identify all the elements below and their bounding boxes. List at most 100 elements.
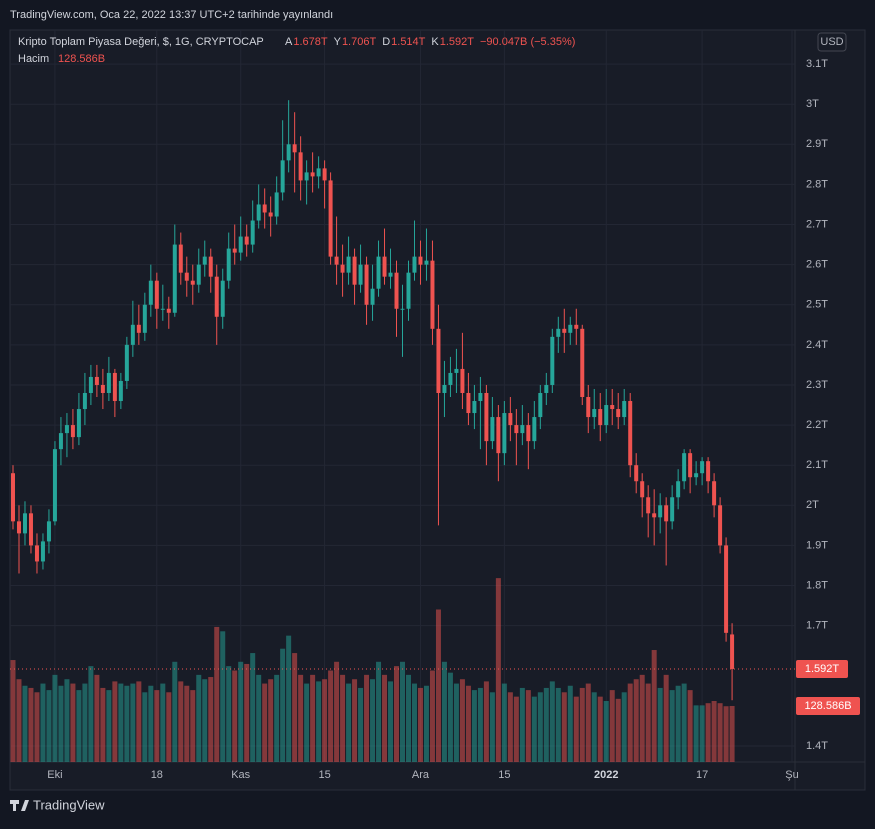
candle-body xyxy=(454,368,459,373)
candle-body xyxy=(610,405,615,410)
volume-bar xyxy=(705,703,711,762)
candle-body xyxy=(712,481,717,506)
candle-body xyxy=(28,513,33,546)
candle-body xyxy=(586,397,591,418)
last-volume-label: 128.586B xyxy=(804,700,851,712)
volume-bar xyxy=(459,679,465,762)
x-tick-label: 17 xyxy=(696,769,708,781)
currency[interactable]: USD xyxy=(820,36,843,48)
candle-body xyxy=(310,172,315,177)
volume-bar xyxy=(352,679,358,762)
candle-body xyxy=(484,392,489,442)
y-tick-label: 2.8T xyxy=(806,178,828,190)
volume-bar xyxy=(280,648,286,762)
candle-body xyxy=(688,453,693,478)
volume-bar xyxy=(483,681,489,762)
volume-bar xyxy=(471,690,477,762)
candle-body xyxy=(202,256,207,265)
volume-bar xyxy=(178,681,184,762)
volume-bar xyxy=(22,685,28,762)
volume-bar xyxy=(202,679,208,762)
candle-body xyxy=(70,425,75,438)
candle-body xyxy=(64,425,69,434)
candle-body xyxy=(448,372,453,385)
y-tick-label: 2.3T xyxy=(806,379,828,391)
currency-button[interactable] xyxy=(817,32,847,52)
candle-body xyxy=(502,413,507,454)
x-tick-label: 18 xyxy=(151,769,163,781)
volume-bar xyxy=(621,692,627,762)
volume-bar xyxy=(142,692,148,762)
volume-bar xyxy=(112,681,118,762)
volume-value: 128.586B xyxy=(58,53,105,65)
candle-body xyxy=(298,152,303,181)
volume-bar xyxy=(100,687,106,762)
candle-body xyxy=(148,280,153,305)
candle-body xyxy=(112,372,117,402)
candle-body xyxy=(196,264,201,285)
ohlc-label: K xyxy=(431,36,439,48)
candle-body xyxy=(514,425,519,434)
volume-bar xyxy=(567,685,573,762)
candle-body xyxy=(652,513,657,518)
candle-body xyxy=(496,417,501,454)
volume-bar xyxy=(687,690,693,762)
volume-bar xyxy=(58,685,64,762)
volume-bar xyxy=(651,650,657,762)
volume-bar xyxy=(465,685,471,762)
candle-body xyxy=(40,541,45,562)
y-tick-label: 1.9T xyxy=(806,539,828,551)
volume-bar xyxy=(256,674,262,762)
volume-bar xyxy=(711,701,717,762)
ohlc-label: Y xyxy=(334,36,342,48)
candle-body xyxy=(478,392,483,402)
published-note: TradingView.com, Oca 22, 2022 13:37 UTC+… xyxy=(10,9,333,21)
volume-bar xyxy=(507,692,513,762)
volume-bar xyxy=(304,683,310,762)
candle-body xyxy=(592,409,597,418)
volume-bar xyxy=(441,661,447,762)
volume-bar xyxy=(561,692,567,762)
candle-body xyxy=(286,144,291,161)
candle-body xyxy=(634,465,639,482)
candle-body xyxy=(208,256,213,277)
volume-bar xyxy=(220,631,226,762)
volume-bar xyxy=(411,683,417,762)
candle-body xyxy=(580,328,585,398)
candle-body xyxy=(370,288,375,305)
candle-body xyxy=(292,144,297,153)
y-tick-label: 2T xyxy=(806,499,819,511)
candle-body xyxy=(430,260,435,329)
volume-bar xyxy=(274,674,280,762)
candle-body xyxy=(664,505,669,522)
x-tick-label: Kas xyxy=(231,769,250,781)
candle-body xyxy=(616,409,621,418)
candle-body xyxy=(658,505,663,518)
x-tick-label: 15 xyxy=(318,769,330,781)
volume-bar xyxy=(615,698,621,762)
candle-body xyxy=(244,236,249,245)
volume-bar xyxy=(364,674,370,762)
volume-bar xyxy=(597,696,603,762)
candle-body xyxy=(364,264,369,305)
candle-body xyxy=(232,248,237,253)
candle-body xyxy=(118,380,123,402)
candle-body xyxy=(268,212,273,217)
volume-bar xyxy=(429,670,435,762)
candle-body xyxy=(58,433,63,450)
candle-body xyxy=(400,308,405,310)
candle-body xyxy=(340,264,345,273)
volume-bar xyxy=(579,687,585,762)
volume-bar xyxy=(603,701,609,762)
candle-body xyxy=(190,280,195,285)
volume-bar xyxy=(388,681,394,762)
candle-body xyxy=(88,376,93,393)
candle-body xyxy=(136,324,141,333)
volume-bar xyxy=(130,683,136,762)
volume-bar xyxy=(717,703,723,762)
volume-bar xyxy=(310,674,316,762)
volume-bar xyxy=(226,666,232,762)
candle-body xyxy=(520,425,525,434)
volume-bar xyxy=(40,683,46,762)
